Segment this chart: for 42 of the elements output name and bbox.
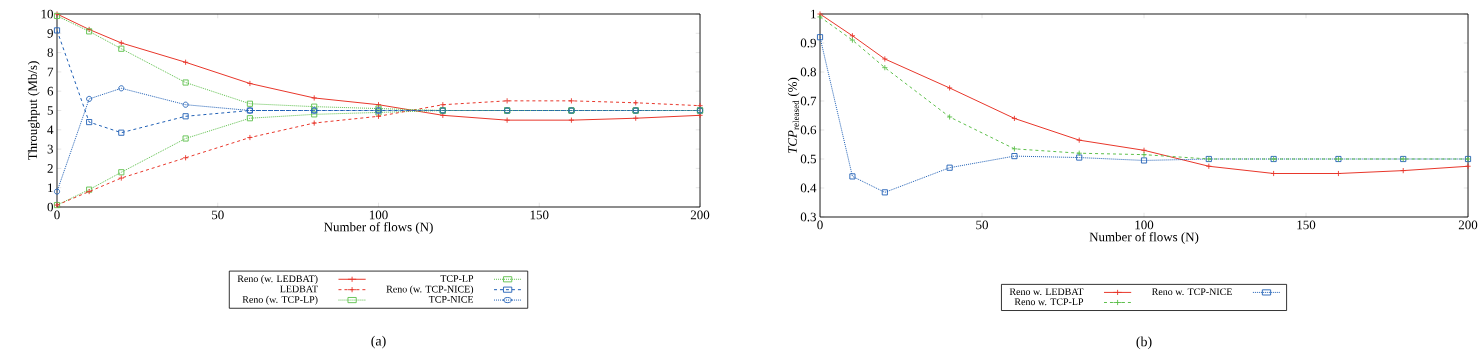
y-tick-label: 0.8 bbox=[800, 67, 817, 77]
y-tick-label: 0.3 bbox=[800, 212, 816, 222]
x-tick-label: 100 bbox=[1135, 220, 1154, 230]
x-tick-label: 50 bbox=[976, 220, 989, 230]
y-tick-label: 1 bbox=[48, 183, 53, 192]
y-tick-label: 2 bbox=[47, 164, 53, 173]
y-axis-title: TCP$_{released}$ (%) bbox=[787, 77, 800, 153]
y-tick-label: 0.5 bbox=[800, 154, 816, 164]
legend-label: TCP-LP bbox=[440, 275, 474, 282]
legend-label: LEDBAT bbox=[280, 285, 318, 293]
x-tick-label: 150 bbox=[1297, 220, 1316, 230]
y-tick-label: 9 bbox=[47, 28, 53, 38]
y-tick-label: 0.4 bbox=[800, 183, 817, 193]
x-tick-label: 100 bbox=[369, 210, 388, 220]
x-axis-title: Number of flows (N) bbox=[324, 222, 433, 234]
legend-label: Reno (w. LEDBAT) bbox=[237, 275, 318, 285]
x-tick-label: 150 bbox=[530, 210, 549, 220]
text: (b) bbox=[1136, 336, 1152, 350]
y-tick-label: 0.6 bbox=[800, 125, 817, 135]
y-tick-label: 0 bbox=[47, 202, 53, 212]
y-tick-label: 5 bbox=[47, 106, 53, 115]
x-tick-label: 200 bbox=[690, 210, 710, 220]
y-tick-label: 10 bbox=[41, 9, 53, 19]
x-tick-label: 200 bbox=[1458, 220, 1478, 230]
y-tick-label: 3 bbox=[47, 144, 53, 154]
y-tick-label: 8 bbox=[47, 48, 53, 57]
x-tick-label: 50 bbox=[212, 210, 224, 220]
y-tick-label: 0.7 bbox=[800, 96, 817, 106]
y-tick-label: 0.9 bbox=[800, 38, 816, 48]
legend-label: Reno w. TCP-LP bbox=[1014, 298, 1084, 306]
y-tick-label: 4 bbox=[47, 125, 54, 135]
y-tick-label: 7 bbox=[47, 67, 54, 77]
text: (a) bbox=[371, 335, 386, 349]
y-axis-title: Throughput (Mb/s) bbox=[27, 61, 40, 161]
legend-label: Reno (w. TCP-NICE) bbox=[386, 285, 474, 295]
legend-label: TCP-NICE bbox=[428, 296, 474, 303]
y-tick-label: 6 bbox=[47, 86, 54, 96]
legend-label: Reno (w. TCP-LP) bbox=[242, 295, 318, 305]
legend-label: Reno w. LEDBAT bbox=[1009, 288, 1084, 296]
x-axis-title: Number of flows (N) bbox=[1089, 232, 1199, 244]
legend-label: Reno w. TCP-NICE bbox=[1151, 288, 1232, 296]
y-tick-label: 1 bbox=[811, 9, 816, 19]
